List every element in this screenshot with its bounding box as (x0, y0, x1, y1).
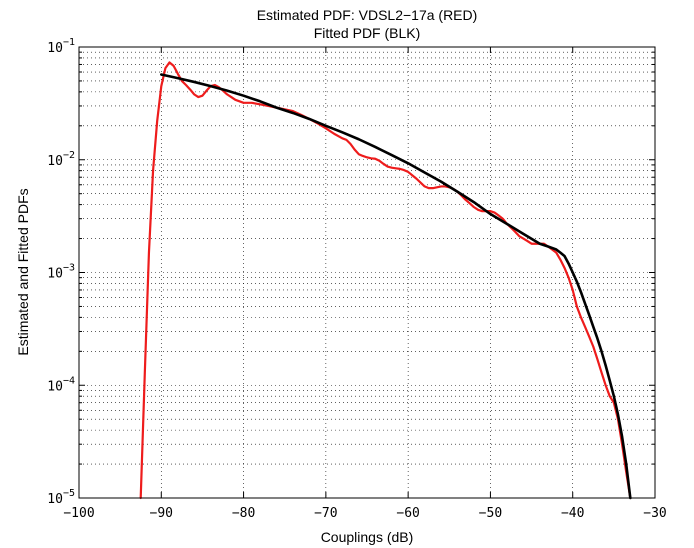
chart-title: Estimated PDF: VDSL2−17a (RED) (257, 7, 478, 23)
x-tick-label: −100 (63, 506, 94, 521)
y-tick-label: 10−4 (47, 375, 75, 394)
x-tick-label: −80 (232, 506, 255, 521)
grid-lines (79, 47, 655, 498)
y-tick-label: 10−2 (47, 150, 75, 169)
y-tick-label: 10−3 (47, 263, 75, 282)
y-tick-label: 10−5 (47, 488, 75, 507)
y-axis-label: Estimated and Fitted PDFs (15, 188, 31, 355)
x-tick-label: −40 (561, 506, 584, 521)
plot-series (139, 61, 632, 500)
y-tick-label: 10−1 (47, 37, 75, 56)
x-tick-label: −30 (643, 506, 666, 521)
x-tick-label: −50 (479, 506, 502, 521)
axis-ticks: −100 −90 −80 −70 −60 −50 −40 −30 10−5 10−4 10−3 10−… (47, 37, 666, 521)
chart-subtitle: Fitted PDF (BLK) (314, 25, 421, 41)
x-axis-label: Couplings (dB) (321, 529, 414, 545)
fitted-pdf-line (159, 73, 632, 500)
x-tick-label: −60 (396, 506, 419, 521)
x-tick-label: −70 (314, 506, 337, 521)
x-tick-label: −90 (150, 506, 173, 521)
